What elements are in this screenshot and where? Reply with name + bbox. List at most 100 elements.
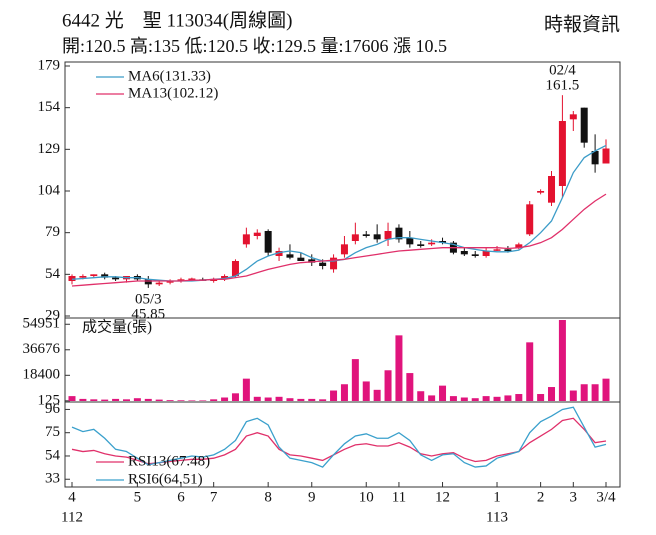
bar: [231, 393, 239, 401]
candle-body: [373, 234, 381, 240]
bar: [558, 320, 566, 401]
y-tick-label: 54: [45, 266, 61, 282]
line: [71, 144, 607, 282]
x-tick-label: 9: [308, 489, 316, 505]
candle-body: [460, 251, 468, 255]
candle-body: [537, 191, 545, 193]
candle-body: [493, 249, 501, 251]
bar: [210, 399, 218, 401]
candle-body: [439, 241, 447, 243]
bar: [439, 385, 447, 401]
x-tick-label: 8: [264, 489, 272, 505]
y-tick-label: 79: [45, 224, 60, 240]
candle-body: [471, 254, 479, 256]
bar: [68, 396, 76, 401]
candle-body: [602, 148, 610, 164]
bar: [319, 399, 327, 401]
legend-label: MA6(131.33): [128, 68, 211, 84]
candle-body: [264, 231, 272, 253]
candle-body: [330, 257, 338, 270]
bar: [591, 384, 599, 401]
bar: [515, 394, 523, 401]
bar: [362, 381, 370, 401]
bar: [112, 398, 120, 401]
line: [71, 193, 607, 287]
x-sublabel: 112: [61, 509, 83, 525]
y-tick-label: 104: [38, 182, 61, 198]
candle-body: [242, 234, 250, 245]
legend-label: RSI13(67.48): [128, 453, 210, 469]
candle-body: [144, 279, 152, 285]
legend-label: RSI6(64.51): [128, 471, 203, 487]
candle-body: [231, 261, 239, 276]
candle-body: [504, 249, 512, 251]
y-tick-label: 179: [38, 57, 61, 73]
candle-body: [340, 244, 348, 255]
candle-body: [319, 262, 327, 266]
bar: [297, 398, 305, 401]
bar: [526, 342, 534, 401]
bar: [548, 387, 556, 401]
x-tick-label: 2: [537, 489, 545, 505]
bar: [264, 397, 272, 401]
bar: [133, 398, 141, 401]
x-tick-label: 7: [210, 489, 218, 505]
candle-body: [569, 114, 577, 120]
candle-body: [428, 242, 436, 245]
bar: [308, 398, 316, 401]
y-tick-label: 54951: [23, 316, 61, 332]
annotation-value: 45.85: [131, 306, 165, 322]
bar: [286, 398, 294, 401]
x-tick-label: 1: [493, 489, 501, 505]
annotation: 05/3: [135, 291, 162, 307]
plot-frame: [64, 61, 621, 488]
candle-body: [221, 276, 229, 280]
bar: [188, 400, 196, 401]
annotation-value: 161.5: [546, 78, 580, 94]
bar: [602, 378, 610, 401]
y-tick-label: 29: [45, 307, 60, 323]
candle-body: [112, 277, 120, 280]
bar: [166, 400, 174, 401]
bar: [340, 384, 348, 401]
bar: [242, 378, 250, 401]
bar: [395, 335, 403, 401]
source: 時報資訊: [544, 13, 620, 35]
bar: [569, 390, 577, 401]
bar: [253, 396, 261, 401]
bar: [449, 396, 457, 401]
candle-body: [384, 231, 392, 240]
candle-body: [286, 254, 294, 258]
x-sublabel: 113: [486, 509, 508, 525]
bar: [155, 399, 163, 401]
y-tick-label: 125: [38, 392, 61, 408]
bar: [221, 397, 229, 401]
bar: [330, 390, 338, 401]
bar: [351, 359, 359, 401]
quote: 開:120.5 高:135 低:120.5 收:129.5 量:17606 漲 …: [62, 36, 447, 56]
bar: [417, 391, 425, 401]
candle-body: [482, 251, 490, 256]
candle-body: [188, 278, 196, 280]
bar: [79, 398, 87, 401]
annotation: 02/4: [549, 63, 576, 79]
bar: [580, 384, 588, 401]
x-tick-label: 12: [435, 489, 450, 505]
candle-body: [101, 274, 109, 278]
candle-body: [253, 232, 261, 236]
candle-body: [275, 251, 283, 256]
y-tick-label: 154: [38, 99, 61, 115]
candle-body: [68, 276, 76, 281]
candle-body: [308, 259, 316, 263]
bar: [384, 370, 392, 401]
candle-body: [558, 121, 566, 186]
bar: [504, 395, 512, 401]
candle-body: [79, 276, 87, 278]
candle-body: [406, 237, 414, 245]
panel-title: 成交量(張): [82, 317, 152, 335]
bar: [177, 400, 185, 401]
line: [71, 406, 607, 468]
y-tick-label: 54: [45, 447, 61, 463]
candle-body: [155, 282, 163, 285]
candle-body: [417, 244, 425, 246]
